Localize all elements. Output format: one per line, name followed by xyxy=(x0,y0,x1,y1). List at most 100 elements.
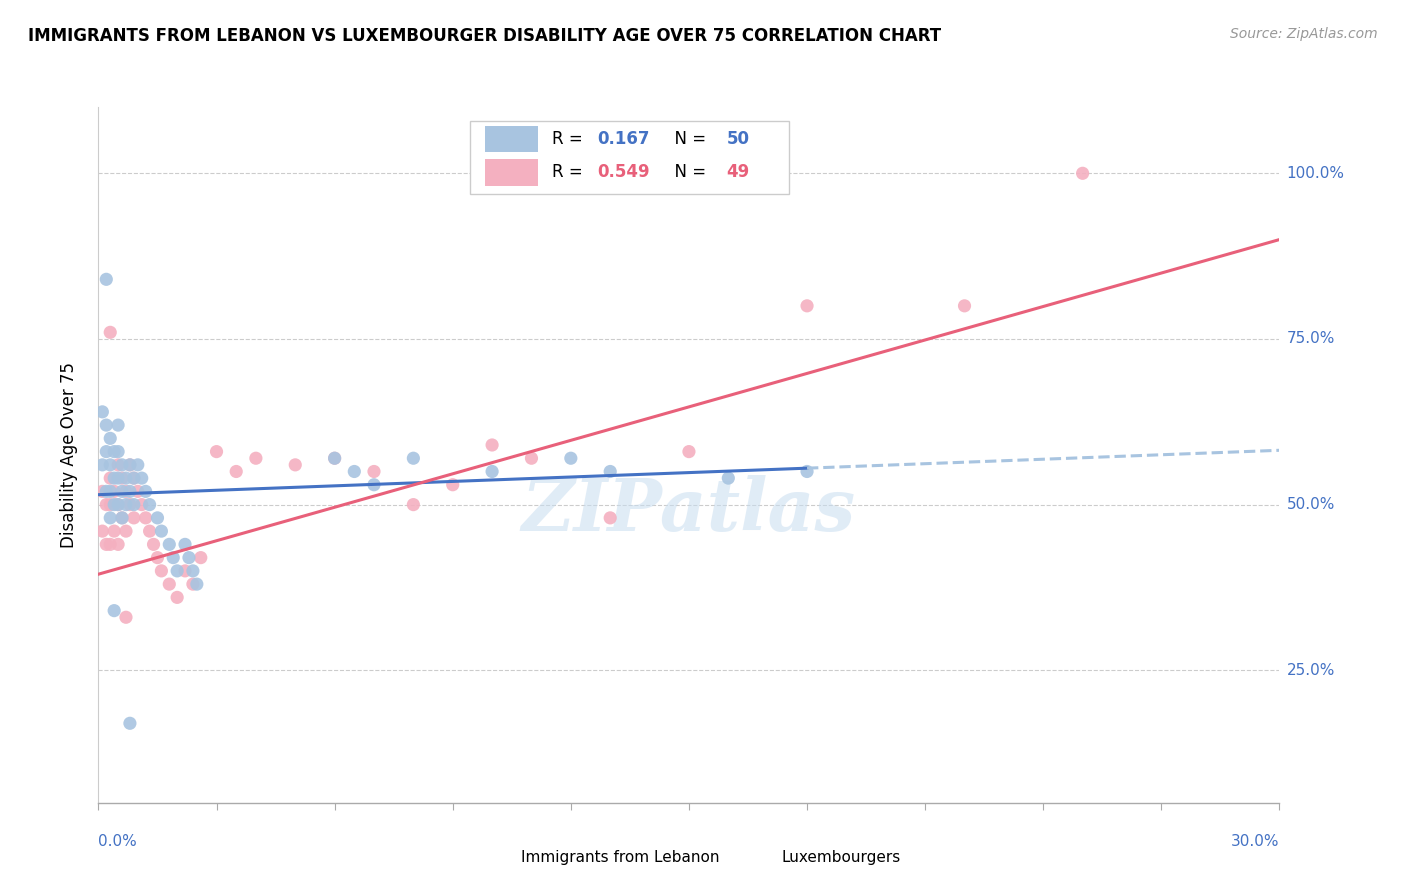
Point xyxy=(98,498,121,512)
Point xyxy=(166,564,188,578)
Text: N =: N = xyxy=(664,130,711,148)
Point xyxy=(118,716,141,731)
Point xyxy=(111,484,134,499)
Point xyxy=(162,550,184,565)
Point xyxy=(138,524,160,538)
Point xyxy=(111,471,134,485)
Text: 0.549: 0.549 xyxy=(596,163,650,181)
Point xyxy=(953,299,976,313)
Point xyxy=(122,471,145,485)
Y-axis label: Disability Age Over 75: Disability Age Over 75 xyxy=(59,362,77,548)
Point xyxy=(115,524,138,538)
Text: 30.0%: 30.0% xyxy=(1232,834,1279,849)
Point xyxy=(796,299,818,313)
Text: Immigrants from Lebanon: Immigrants from Lebanon xyxy=(522,849,720,864)
Text: 75.0%: 75.0% xyxy=(1286,332,1334,346)
Point xyxy=(135,484,157,499)
Point xyxy=(98,511,121,525)
Point xyxy=(402,451,425,466)
Point xyxy=(599,511,621,525)
Point xyxy=(363,465,385,479)
Point xyxy=(560,451,582,466)
Point xyxy=(146,511,169,525)
Point xyxy=(118,484,141,499)
Point xyxy=(96,498,118,512)
Point xyxy=(107,418,129,433)
Point xyxy=(323,451,346,466)
Point xyxy=(118,458,141,472)
Point xyxy=(135,511,157,525)
Point xyxy=(98,471,121,485)
Point xyxy=(520,451,543,466)
Point xyxy=(103,444,125,458)
Text: Luxembourgers: Luxembourgers xyxy=(782,849,900,864)
Point xyxy=(107,444,129,458)
Point xyxy=(599,465,621,479)
Point xyxy=(103,524,125,538)
Point xyxy=(115,498,138,512)
Point xyxy=(402,498,425,512)
Point xyxy=(481,438,503,452)
Point xyxy=(98,458,121,472)
Point xyxy=(115,484,138,499)
Text: 0.167: 0.167 xyxy=(596,130,650,148)
Point xyxy=(91,524,114,538)
Point xyxy=(127,484,149,499)
Text: R =: R = xyxy=(553,130,588,148)
Point xyxy=(122,511,145,525)
Point xyxy=(1071,166,1094,180)
Point xyxy=(96,484,118,499)
Point xyxy=(91,405,114,419)
Point xyxy=(98,431,121,445)
Text: R =: R = xyxy=(553,163,588,181)
Point xyxy=(181,564,204,578)
Point xyxy=(115,471,138,485)
Point xyxy=(190,550,212,565)
Text: Source: ZipAtlas.com: Source: ZipAtlas.com xyxy=(1230,27,1378,41)
Point xyxy=(796,465,818,479)
Point xyxy=(122,471,145,485)
Text: 49: 49 xyxy=(727,163,749,181)
Point xyxy=(225,465,247,479)
Point xyxy=(142,537,165,551)
Point xyxy=(107,498,129,512)
FancyBboxPatch shape xyxy=(737,847,772,868)
Point xyxy=(111,511,134,525)
Point xyxy=(146,550,169,565)
Point xyxy=(205,444,228,458)
Text: 50: 50 xyxy=(727,130,749,148)
Point xyxy=(111,458,134,472)
Point xyxy=(363,477,385,491)
Point xyxy=(284,458,307,472)
Point xyxy=(91,484,114,499)
Point xyxy=(103,471,125,485)
Point xyxy=(98,484,121,499)
Point xyxy=(115,610,138,624)
Point xyxy=(177,550,200,565)
Point xyxy=(96,444,118,458)
Point xyxy=(174,564,197,578)
Point xyxy=(186,577,208,591)
Point xyxy=(107,498,129,512)
Point xyxy=(441,477,464,491)
Point xyxy=(157,577,180,591)
Point xyxy=(118,498,141,512)
Point xyxy=(131,471,153,485)
Point xyxy=(343,465,366,479)
Text: N =: N = xyxy=(664,163,711,181)
Point xyxy=(138,498,160,512)
Text: 50.0%: 50.0% xyxy=(1286,497,1334,512)
Point xyxy=(96,272,118,286)
Point xyxy=(103,604,125,618)
FancyBboxPatch shape xyxy=(485,159,537,186)
Point xyxy=(150,524,173,538)
Text: 25.0%: 25.0% xyxy=(1286,663,1334,678)
Point xyxy=(111,511,134,525)
Point xyxy=(98,326,121,340)
Text: ZIPatlas: ZIPatlas xyxy=(522,475,856,546)
FancyBboxPatch shape xyxy=(477,847,512,868)
Point xyxy=(96,537,118,551)
Point xyxy=(103,498,125,512)
Point xyxy=(481,465,503,479)
Text: IMMIGRANTS FROM LEBANON VS LUXEMBOURGER DISABILITY AGE OVER 75 CORRELATION CHART: IMMIGRANTS FROM LEBANON VS LUXEMBOURGER … xyxy=(28,27,941,45)
